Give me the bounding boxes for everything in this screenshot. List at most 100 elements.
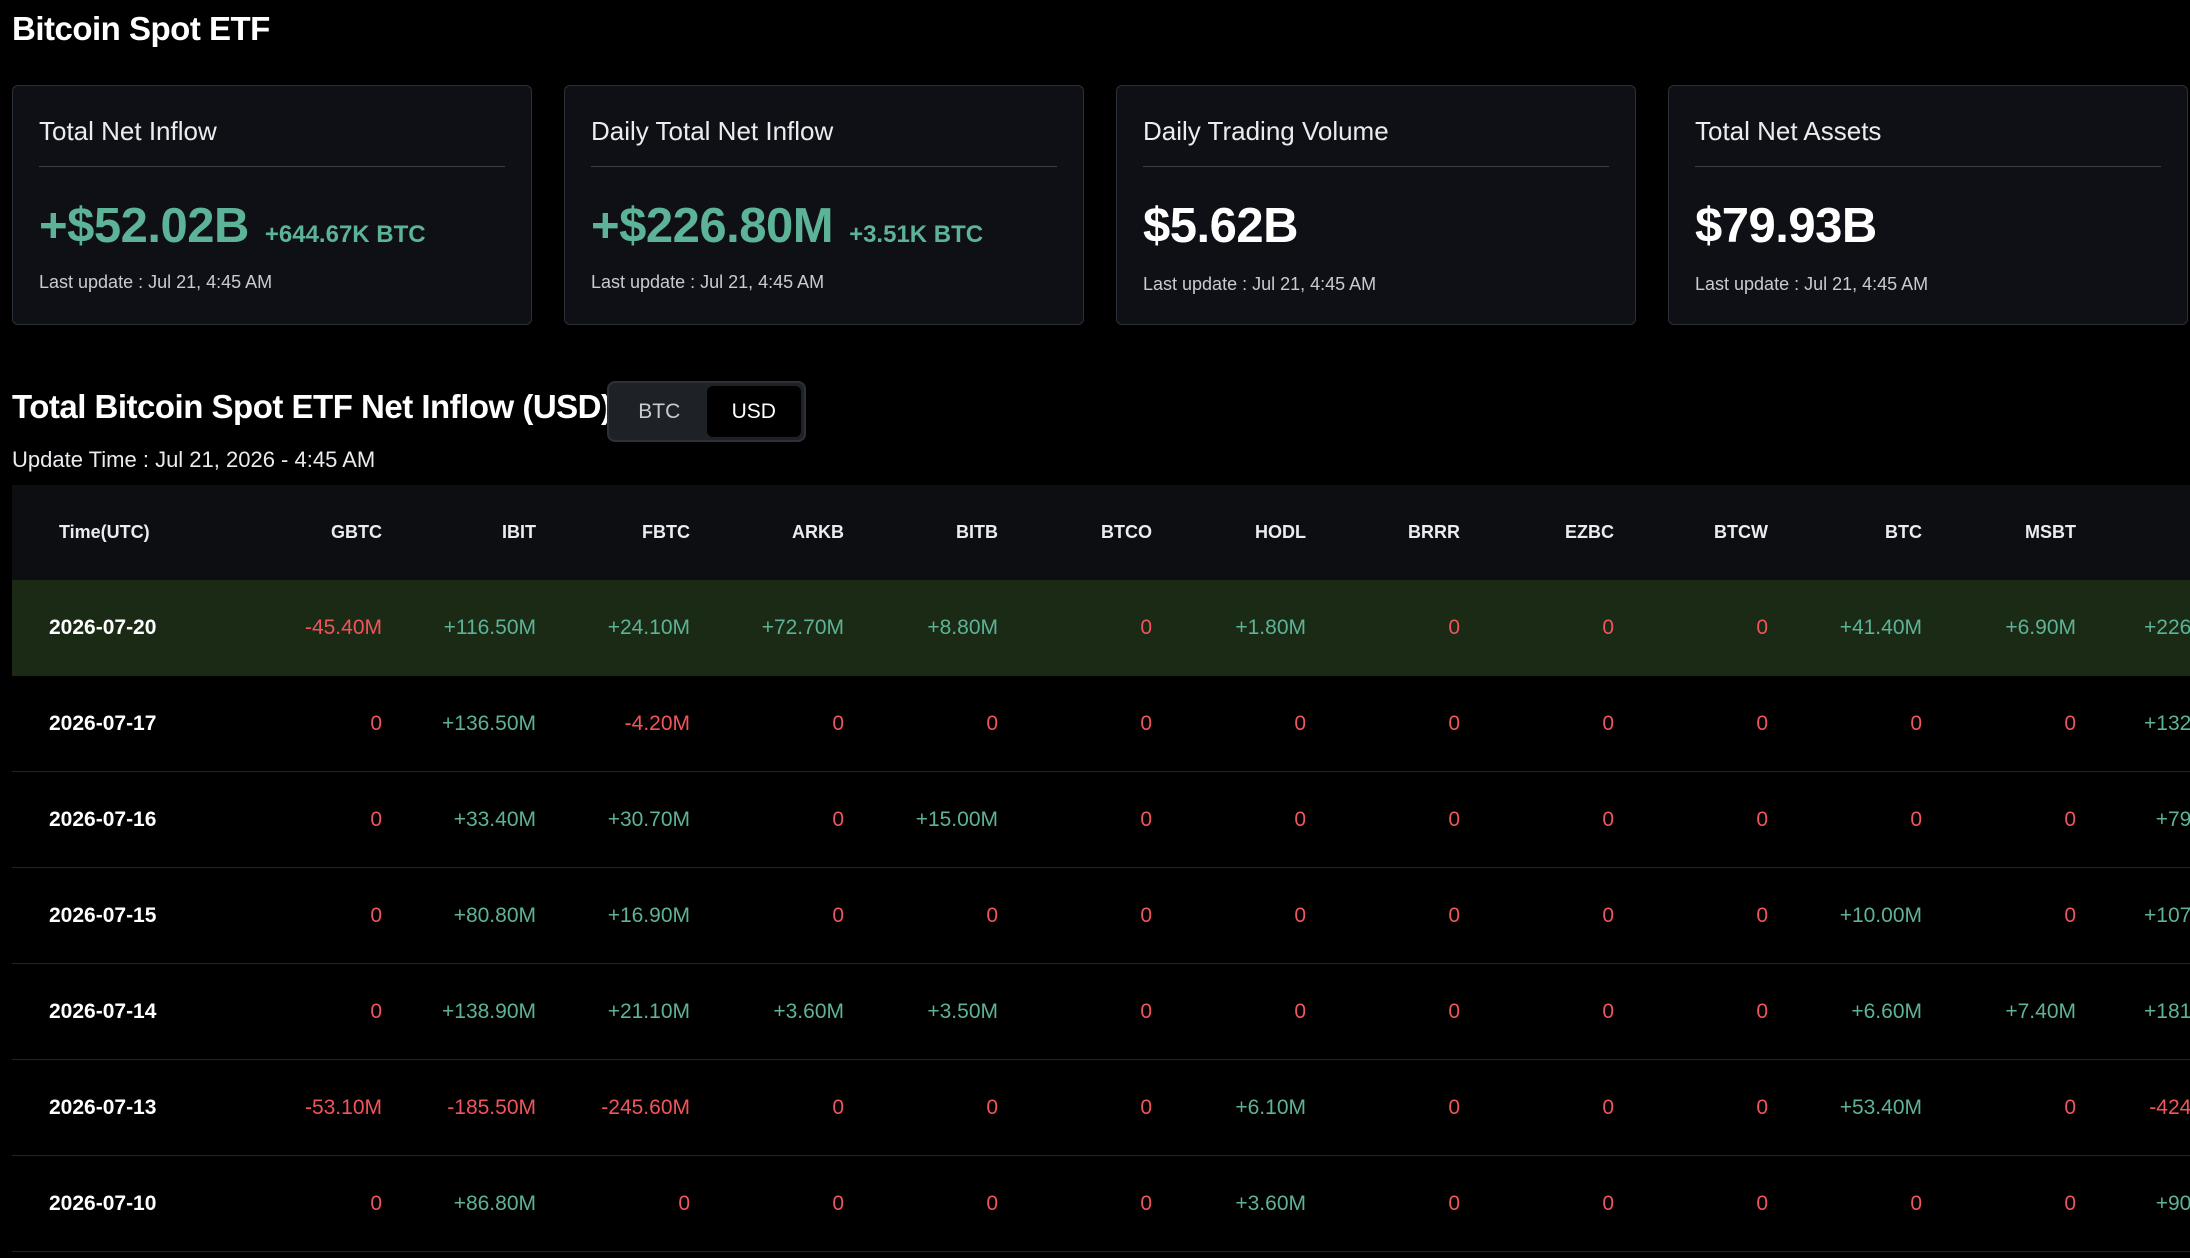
cell-msbt: +6.90M: [2005, 615, 2076, 639]
cell-msbt: 0: [2064, 903, 2076, 927]
column-header-hodl: HODL: [1255, 522, 1306, 542]
cell-btc: 0: [1910, 711, 1922, 735]
card-divider: [39, 166, 505, 167]
row-date: 2026-07-16: [49, 807, 157, 831]
card-daily-total-net-inflow: Daily Total Net Inflow +$226.80M +3.51K …: [564, 85, 1084, 325]
cell-ibit: +33.40M: [453, 807, 536, 831]
table-row: 2026-07-15 0 +80.80M +16.90M 0 0 0 0 0 0 0 +10.00M 0…: [12, 868, 2190, 964]
cell-btcw: 0: [1756, 1191, 1768, 1215]
cell-bitb: +3.50M: [927, 999, 998, 1023]
table-row: 2026-07-10 0 +86.80M 0 0 0 0 +3.60M 0 0 0 0 0 +90.40M: [12, 1156, 2190, 1252]
cell-btco: 0: [1140, 615, 1152, 639]
card-value: +$52.02B: [39, 199, 249, 253]
row-date: 2026-07-14: [49, 999, 157, 1023]
table-row: 2026-07-14 0 +138.90M +21.10M +3.60M +3.50M 0 0…: [12, 964, 2190, 1060]
cell-gbtc: -45.40M: [304, 615, 382, 639]
cell-msbt: 0: [2064, 1095, 2076, 1119]
card-divider: [591, 166, 1057, 167]
update-time: Update Time : Jul 21, 2026 - 4:45 AM: [12, 447, 376, 472]
cell-ibit: +116.50M: [443, 615, 536, 639]
cell-ezbc: 0: [1602, 711, 1614, 735]
cell-btco: 0: [1140, 1191, 1152, 1215]
card-last-update: Last update : Jul 21, 4:45 AM: [591, 272, 825, 292]
cell-brrr: 0: [1448, 999, 1460, 1023]
cell-btcw: 0: [1756, 999, 1768, 1023]
cell-btco: 0: [1140, 711, 1152, 735]
cell-arkb: 0: [832, 1191, 844, 1215]
table-row: 2026-07-13 -53.10M -185.50M -245.60M 0 0 0 +6.1…: [12, 1060, 2190, 1156]
cell-arkb: +72.70M: [761, 615, 844, 639]
column-header-ezbc: EZBC: [1565, 522, 1614, 542]
cell-msbt: 0: [2064, 711, 2076, 735]
cell-hodl: 0: [1294, 711, 1306, 735]
cell-arkb: 0: [832, 903, 844, 927]
cell-btcw: 0: [1756, 807, 1768, 831]
cell-total: +181.10M: [2144, 999, 2190, 1023]
row-date: 2026-07-17: [49, 711, 157, 735]
cell-total: -424.70M: [2149, 1095, 2190, 1119]
cell-ezbc: 0: [1602, 903, 1614, 927]
cell-fbtc: +30.70M: [607, 807, 690, 831]
row-date: 2026-07-20: [49, 615, 157, 639]
card-last-update: Last update : Jul 21, 4:45 AM: [1695, 274, 1929, 294]
cell-hodl: +1.80M: [1235, 615, 1306, 639]
cell-arkb: +3.60M: [773, 999, 844, 1023]
cell-bitb: 0: [986, 1191, 998, 1215]
cell-total: +226.80M: [2144, 615, 2190, 639]
toggle-btc-button[interactable]: BTC: [638, 399, 681, 423]
card-title: Total Net Assets: [1695, 116, 1882, 146]
cell-fbtc: +24.10M: [607, 615, 690, 639]
cell-ezbc: 0: [1602, 615, 1614, 639]
card-value: $79.93B: [1695, 199, 1877, 253]
cell-fbtc: +21.10M: [607, 999, 690, 1023]
cell-bitb: +8.80M: [927, 615, 998, 639]
column-header-arkb: ARKB: [792, 522, 844, 542]
cell-btc: +10.00M: [1839, 903, 1922, 927]
card-last-update: Last update : Jul 21, 4:45 AM: [39, 272, 273, 292]
cell-msbt: 0: [2064, 807, 2076, 831]
card-value-row: +$226.80M +3.51K BTC: [591, 198, 983, 254]
cell-btcw: 0: [1756, 903, 1768, 927]
cell-fbtc: -4.20M: [624, 711, 690, 735]
cell-btcw: 0: [1756, 711, 1768, 735]
cell-brrr: 0: [1448, 1191, 1460, 1215]
card-title: Total Net Inflow: [39, 116, 217, 146]
card-value-row: $79.93B: [1695, 198, 1877, 254]
row-date: 2026-07-15: [49, 903, 157, 927]
cell-ibit: +136.50M: [442, 711, 536, 735]
cell-hodl: 0: [1294, 999, 1306, 1023]
row-date: 2026-07-13: [49, 1095, 157, 1119]
cell-ezbc: 0: [1602, 999, 1614, 1023]
column-header-brrr: BRRR: [1408, 522, 1460, 542]
cell-total: +107.70M: [2144, 903, 2190, 927]
row-date: 2026-07-10: [49, 1191, 157, 1215]
card-divider: [1695, 166, 2161, 167]
card-sub-value: +3.51K BTC: [849, 221, 984, 248]
cell-gbtc: 0: [370, 807, 382, 831]
card-sub-value: +644.67K BTC: [264, 221, 426, 248]
cell-fbtc: 0: [678, 1191, 690, 1215]
section-title: Total Bitcoin Spot ETF Net Inflow (USD): [12, 388, 612, 425]
cell-hodl: 0: [1294, 807, 1306, 831]
toggle-usd-button[interactable]: USD: [706, 386, 801, 437]
cell-fbtc: +16.90M: [607, 903, 690, 927]
card-value-row: +$52.02B +644.67K BTC: [39, 198, 426, 254]
cell-arkb: 0: [832, 807, 844, 831]
cell-ezbc: 0: [1602, 1095, 1614, 1119]
cell-fbtc: -245.60M: [601, 1095, 690, 1119]
cell-btco: 0: [1140, 807, 1152, 831]
column-header-btcw: BTCW: [1714, 522, 1768, 542]
cell-msbt: 0: [2064, 1191, 2076, 1215]
cell-bitb: 0: [986, 711, 998, 735]
cell-msbt: +7.40M: [2005, 999, 2076, 1023]
cell-brrr: 0: [1448, 615, 1460, 639]
card-value: $5.62B: [1143, 199, 1299, 253]
cell-brrr: 0: [1448, 711, 1460, 735]
card-value-row: $5.62B: [1143, 198, 1299, 254]
table-body: 2026-07-20 -45.40M +116.50M +24.10M +72.70M +…: [12, 580, 2190, 1252]
card-last-update: Last update : Jul 21, 4:45 AM: [1143, 274, 1377, 294]
cell-gbtc: 0: [370, 1191, 382, 1215]
cell-hodl: +6.10M: [1235, 1095, 1306, 1119]
column-header-btco: BTCO: [1101, 522, 1152, 542]
